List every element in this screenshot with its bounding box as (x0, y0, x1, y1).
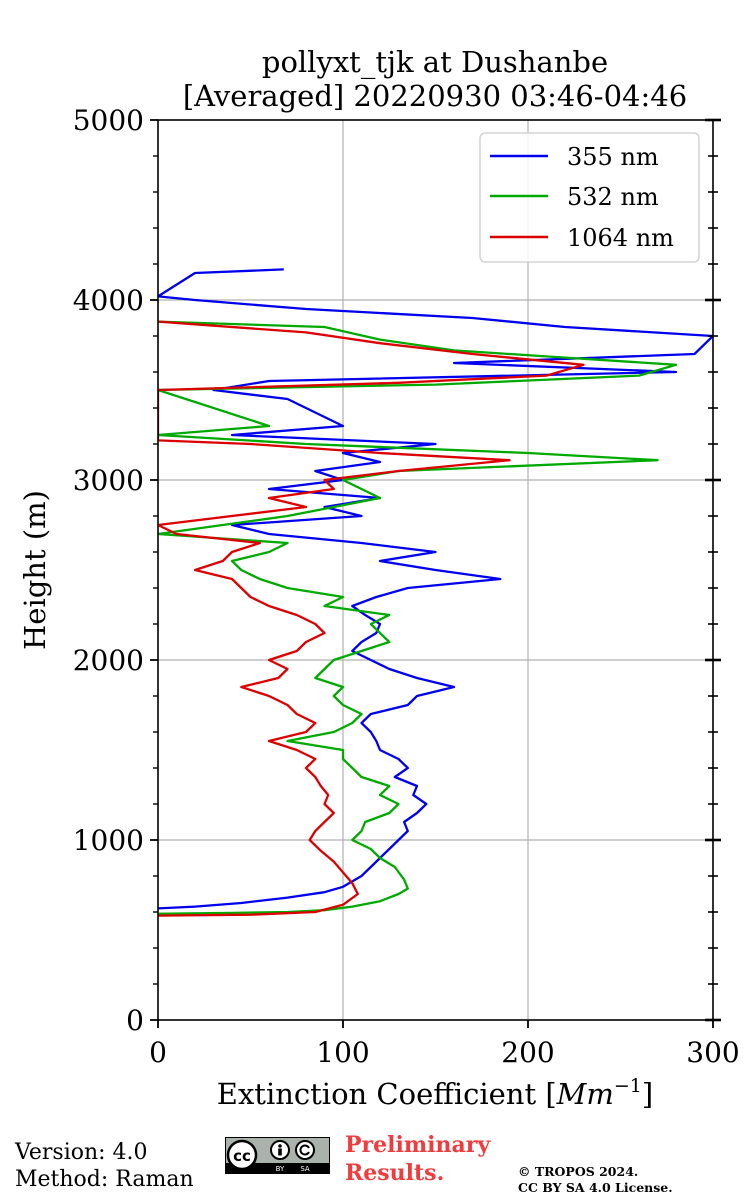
x-axis-label: Extinction Coefficient [Mm−1] (217, 1075, 653, 1111)
version-label: Version: 4.0 (15, 1140, 148, 1165)
legend: 355 nm 532 nm 1064 nm (479, 132, 700, 263)
y-tick-label: 1000 (73, 824, 144, 857)
y-tick-label: 5000 (73, 104, 144, 137)
legend-label-355nm: 355 nm (567, 143, 659, 171)
cc-badge-sa-text: SA (300, 1165, 310, 1173)
series-group (158, 268, 713, 917)
method-label: Method: Raman (15, 1167, 194, 1192)
x-tick-label: 200 (501, 1036, 554, 1069)
cc-badge-by-text: BY (276, 1165, 285, 1173)
series-line-532nm (158, 320, 678, 915)
y-tick-label: 0 (126, 1004, 144, 1037)
chart-title-line1: pollyxt_tjk at Dushanbe (262, 45, 608, 80)
legend-label-1064nm: 1064 nm (567, 224, 674, 252)
cc-by-sa-badge: cc BY SA (225, 1137, 330, 1174)
y-tick-label: 2000 (73, 644, 144, 677)
copyright-notice: © TROPOS 2024. CC BY SA 4.0 License. (518, 1164, 673, 1196)
axis-ticks (150, 118, 721, 1028)
preliminary-line2: Results. (345, 1160, 445, 1186)
preliminary-line1: Preliminary (345, 1132, 491, 1158)
grid-lines (158, 120, 713, 1020)
x-tick-label: 100 (316, 1036, 369, 1069)
plot-frame (157, 119, 714, 1021)
y-tick-label: 3000 (73, 464, 144, 497)
y-axis-label: Height (m) (18, 490, 52, 650)
preliminary-notice: Preliminary Results. (345, 1131, 490, 1187)
chart-title-line2: [Averaged] 20220930 03:46-04:46 (183, 79, 687, 113)
legend-box (479, 132, 700, 263)
legend-label-532nm: 532 nm (567, 183, 659, 211)
y-tick-label: 4000 (73, 284, 144, 317)
x-tick-label: 0 (149, 1036, 167, 1069)
series-line-1064nm (158, 320, 585, 917)
cc-badge-cc-text: cc (233, 1147, 251, 1165)
copyright-line1: © TROPOS 2024. (518, 1164, 639, 1179)
copyright-line2: CC BY SA 4.0 License. (518, 1180, 673, 1195)
x-tick-label: 300 (686, 1036, 739, 1069)
